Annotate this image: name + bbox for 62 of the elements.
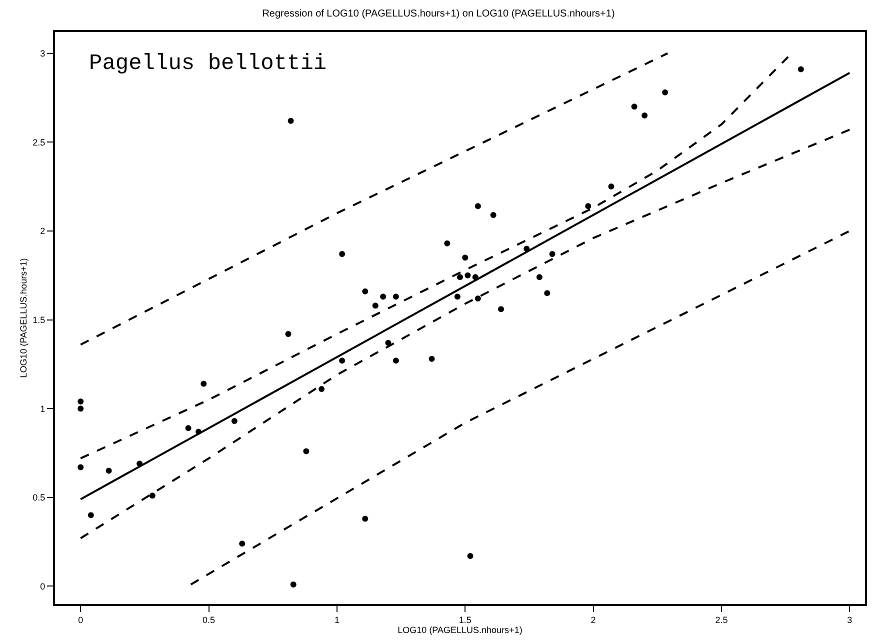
point <box>498 306 504 312</box>
line-series <box>80 128 851 540</box>
annotation: Pagellus bellottii <box>89 51 327 76</box>
point <box>78 398 84 404</box>
point <box>467 553 474 560</box>
point <box>185 425 192 432</box>
point <box>544 290 550 296</box>
point <box>288 118 294 124</box>
point <box>392 358 399 364</box>
point <box>798 66 804 72</box>
point <box>200 380 207 387</box>
x-axis-title: LOG10 (PAGELLUS.nhours+1) <box>398 624 522 635</box>
y-tick-label: 1.5 <box>32 314 46 325</box>
point <box>231 418 238 424</box>
point <box>631 104 638 110</box>
point <box>392 294 399 300</box>
y-tick-label: 1 <box>40 404 46 414</box>
chart-title: Regression of LOG10 (PAGELLUS.hours+1) on LOG10 (PAGELLUS.nhours+1) <box>262 8 615 20</box>
point <box>362 288 368 294</box>
y-tick-label: 0.5 <box>32 492 46 503</box>
point <box>454 294 460 300</box>
y-axis-title: LOG10 (PAGELLUS.hours+1) <box>18 258 29 378</box>
x-tick-label: 1 <box>334 614 340 625</box>
x-tick-label: 2 <box>590 614 596 625</box>
point <box>608 184 614 190</box>
point <box>662 89 668 96</box>
point <box>536 274 542 280</box>
point <box>490 212 496 218</box>
point <box>428 356 435 362</box>
point <box>78 464 84 470</box>
point <box>457 274 463 280</box>
x-tick-label: 2.5 <box>715 614 728 625</box>
point <box>444 240 450 246</box>
point <box>380 294 386 300</box>
x-tick-label: 0 <box>78 614 84 625</box>
point <box>474 295 481 302</box>
y-tick-label: 0 <box>40 581 46 592</box>
point <box>549 251 556 258</box>
point <box>239 540 246 547</box>
y-tick-label: 3 <box>40 48 46 58</box>
point <box>474 203 481 210</box>
point <box>585 203 592 210</box>
y-tick-label: 2 <box>40 226 46 236</box>
point <box>290 581 296 588</box>
point <box>339 358 346 364</box>
x-tick-label: 1.5 <box>458 614 472 625</box>
point <box>303 448 310 454</box>
x-tick-label: 0.5 <box>202 614 216 625</box>
point <box>462 254 468 261</box>
point <box>88 512 94 518</box>
point <box>372 302 378 309</box>
point <box>642 112 648 118</box>
point <box>464 272 471 278</box>
point <box>149 492 156 499</box>
point <box>106 468 112 474</box>
x-tick-label: 3 <box>847 614 852 625</box>
y-tick-label: 2.5 <box>32 137 46 148</box>
point <box>78 406 84 412</box>
point <box>339 251 346 258</box>
point <box>318 386 325 392</box>
point <box>362 516 368 522</box>
point <box>285 330 292 337</box>
